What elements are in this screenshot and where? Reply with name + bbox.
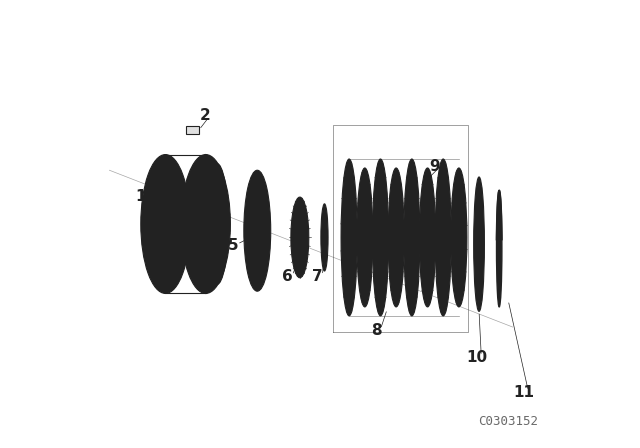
- Text: 6: 6: [282, 269, 293, 284]
- Ellipse shape: [291, 197, 309, 278]
- Ellipse shape: [451, 168, 467, 307]
- Ellipse shape: [346, 220, 353, 255]
- Ellipse shape: [244, 170, 271, 291]
- Ellipse shape: [424, 220, 431, 255]
- Ellipse shape: [254, 217, 260, 244]
- Ellipse shape: [388, 168, 404, 307]
- Text: 2: 2: [200, 108, 210, 123]
- Ellipse shape: [440, 220, 447, 255]
- Ellipse shape: [141, 155, 190, 293]
- Text: 10: 10: [466, 350, 488, 365]
- Text: 5: 5: [227, 238, 238, 253]
- Ellipse shape: [393, 220, 399, 255]
- Ellipse shape: [158, 208, 173, 240]
- Text: 8: 8: [371, 323, 381, 338]
- Ellipse shape: [497, 190, 502, 307]
- Ellipse shape: [408, 220, 415, 255]
- Ellipse shape: [474, 177, 484, 311]
- Ellipse shape: [181, 155, 230, 293]
- Text: 9: 9: [429, 159, 440, 174]
- Ellipse shape: [372, 159, 388, 316]
- Ellipse shape: [456, 220, 462, 255]
- Text: 3: 3: [172, 202, 182, 217]
- Text: 11: 11: [513, 385, 534, 400]
- Ellipse shape: [356, 168, 373, 307]
- Ellipse shape: [296, 224, 303, 251]
- Text: 7: 7: [312, 269, 323, 284]
- Ellipse shape: [321, 204, 328, 271]
- Ellipse shape: [476, 217, 482, 271]
- Ellipse shape: [153, 197, 178, 251]
- Text: 4: 4: [193, 222, 204, 237]
- Ellipse shape: [323, 228, 326, 246]
- Ellipse shape: [211, 204, 223, 244]
- Ellipse shape: [206, 164, 228, 284]
- Ellipse shape: [419, 168, 436, 307]
- Text: 1: 1: [136, 189, 146, 204]
- Ellipse shape: [198, 204, 213, 244]
- Ellipse shape: [251, 206, 264, 255]
- Ellipse shape: [377, 220, 384, 255]
- Ellipse shape: [362, 220, 368, 255]
- Ellipse shape: [435, 159, 451, 316]
- Ellipse shape: [341, 159, 357, 316]
- Ellipse shape: [404, 159, 420, 316]
- Text: C0303152: C0303152: [478, 414, 538, 428]
- Bar: [186, 126, 199, 134]
